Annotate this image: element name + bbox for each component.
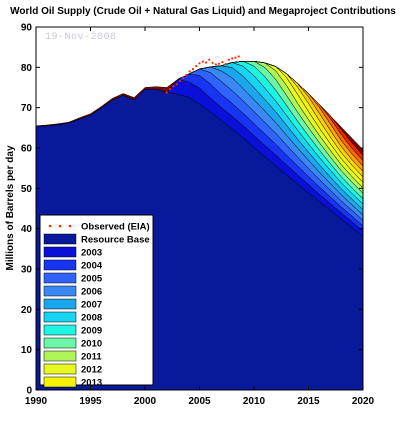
legend-entry: 2006 [43,285,102,298]
legend-entry: 2010 [43,337,102,350]
observed-point [182,76,185,79]
observed-point [237,55,240,58]
legend-label: 2011 [81,352,102,363]
legend-swatch [43,246,77,258]
legend-swatch [43,285,77,297]
observed-point [188,70,191,73]
chart-title: World Oil Supply (Crude Oil + Natural Ga… [10,6,396,17]
date-watermark: 19-Nov-2008 [45,32,117,43]
legend-label: 2013 [81,378,102,389]
legend-swatch [43,298,77,310]
y-tick-label: 30 [21,265,33,276]
observed-point [201,60,204,63]
observed-point [218,62,221,65]
x-tick-label: 2010 [243,396,266,407]
observed-point [185,73,188,77]
x-tick-label: 2000 [134,396,157,407]
legend-entry: Resource Base [43,233,150,246]
observed-point [211,61,214,64]
legend-entry: 2009 [43,324,102,337]
legend-entry: 2007 [43,298,102,311]
y-tick-label: 40 [21,224,33,235]
legend-swatch [43,350,77,362]
legend-swatch [43,311,77,323]
y-tick-label: 80 [21,63,33,74]
observed-point [175,83,178,86]
legend-entry: 2012 [43,363,102,376]
legend-swatch [43,272,77,284]
y-tick-label: 10 [21,345,33,356]
observed-point [195,65,198,68]
y-tick-label: 60 [21,144,33,155]
legend-entries: Observed (EIA) Resource Base 2003 2004 2005 2… [43,222,150,389]
observed-point [234,56,237,59]
legend-entry: 2005 [43,272,103,285]
observed-point [231,57,234,60]
legend-label: 2007 [81,300,102,311]
legend-swatch [43,337,77,349]
observed-points [165,55,240,94]
observed-point [224,63,227,66]
observed-point [227,58,231,61]
legend-entry: 2003 [43,246,102,259]
legend-label: 2005 [81,274,103,285]
observed-point [214,63,217,66]
observed-point [191,67,195,71]
legend-entry: 2013 [43,376,102,389]
observed-point [198,62,201,65]
y-tick-label: 50 [21,184,33,195]
legend-entry: 2011 [43,350,102,363]
legend-label: Resource Base [81,235,150,246]
y-tick-label: 20 [21,305,33,316]
legend: Observed (EIA) Resource Base 2003 2004 2005 2… [39,214,154,389]
legend-label: 2012 [81,365,102,376]
observed-point [178,79,181,83]
legend-entry: 2004 [43,259,103,272]
observed-point [221,60,224,64]
observed-point [168,88,172,91]
x-tick-label: 1995 [79,396,102,407]
x-tick-label: 2015 [297,396,320,407]
y-tick-label: 0 [26,386,32,397]
x-tick-label: 2005 [188,396,211,407]
legend-entry: Observed (EIA) [48,222,150,233]
x-axis: 1990 1995 2000 2005 2010 2015 2020 [25,27,375,407]
observed-point [204,61,208,64]
legend-marker-observed [68,224,72,228]
observed-point [208,58,211,61]
legend-label: 2003 [81,248,102,259]
legend-label: 2008 [81,313,102,324]
x-tick-label: 1990 [25,396,48,407]
legend-swatch [43,259,77,271]
legend-label: 2004 [81,261,103,272]
legend-swatch [43,324,77,336]
y-tick-label: 90 [21,23,33,34]
legend-swatch [43,363,77,375]
legend-label: Observed (EIA) [81,222,150,233]
legend-label: 2009 [81,326,102,337]
y-axis: 0 10 20 30 40 50 60 70 80 90 [21,23,363,397]
y-axis-label: Millions of Barrels per day [5,145,16,270]
legend-swatch [43,233,77,245]
x-tick-label: 2020 [352,396,375,407]
legend-entry: 2008 [43,311,102,324]
legend-marker-observed [58,224,62,228]
observed-point [172,85,175,88]
legend-marker-observed [48,224,52,228]
legend-label: 2006 [81,287,102,298]
legend-label: 2010 [81,339,102,350]
legend-swatch [43,376,77,388]
observed-point [165,91,168,94]
y-tick-label: 70 [21,103,33,114]
